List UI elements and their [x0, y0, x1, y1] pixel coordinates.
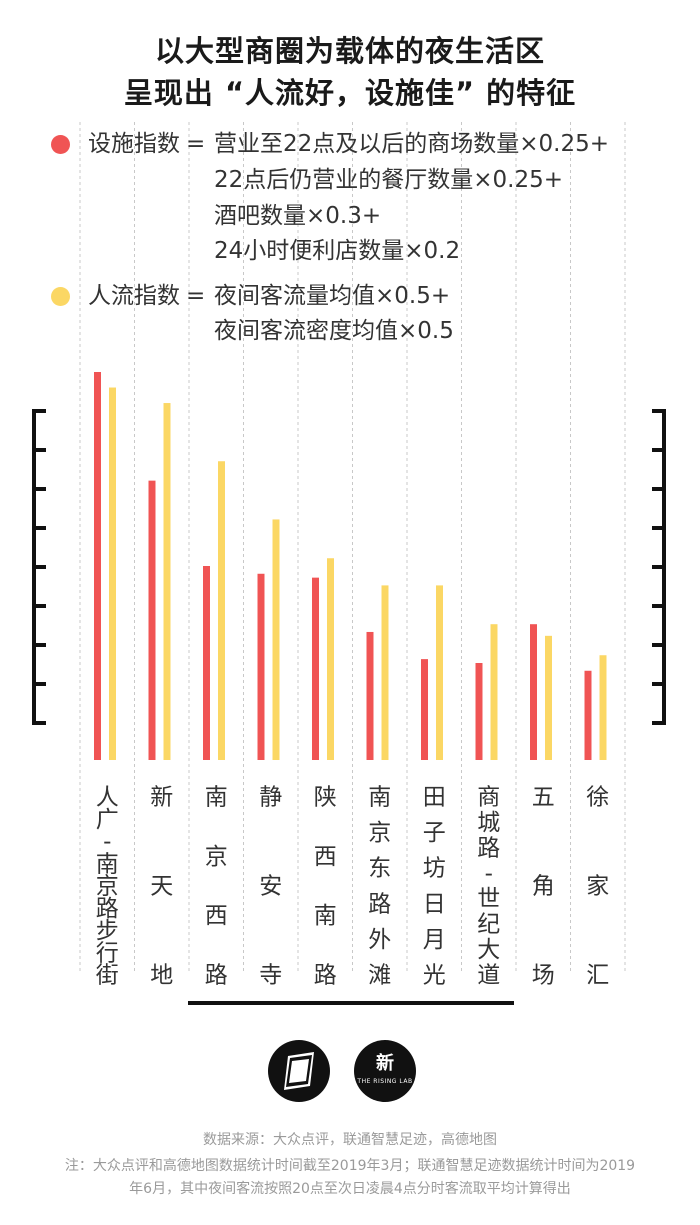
footnote-line1: 注：大众点评和高德地图数据统计时间截至2019年3月；联通智慧足迹数据统计时间为…	[64, 1158, 636, 1174]
category-label-char: 京	[96, 874, 119, 900]
category-label-char: 路	[368, 891, 391, 917]
category-label-char: 南	[368, 785, 391, 811]
category-label-char: 角	[532, 874, 555, 900]
category-label-char: 大	[477, 937, 500, 963]
legend-traffic-label: 人流指数	[88, 283, 180, 309]
category-label-char: 路	[96, 896, 119, 922]
bar-facility-8	[475, 663, 483, 760]
category-label-char: -	[103, 829, 111, 855]
data-source-note: 数据来源：大众点评，联通智慧足迹，高德地图	[203, 1132, 497, 1148]
bar-traffic-10	[599, 655, 607, 760]
bar-facility-9	[530, 624, 537, 760]
legend-facility-formula-3: 酒吧数量×0.3+	[214, 203, 382, 229]
category-label-char: 光	[423, 963, 446, 989]
category-label-char: 家	[586, 874, 609, 900]
footnote-line2: 年6月，其中夜间客流按照20点至次日凌晨4点分时客流取平均计算得出	[129, 1181, 571, 1197]
category-label-char: 京	[205, 844, 228, 870]
parallelogram-logo-icon	[284, 1052, 314, 1090]
legend-facility-formula-1: 营业至22点及以后的商场数量×0.25+	[214, 131, 610, 157]
category-label-char: 广	[96, 807, 119, 833]
brand-logo-left	[268, 1040, 330, 1102]
legend-facility-dot	[51, 135, 70, 154]
bar-traffic-4	[272, 519, 280, 760]
bar-facility-3	[203, 566, 210, 760]
chart-title-line2: 呈现出 “人流好，设施佳” 的特征	[123, 76, 577, 110]
bar-facility-1	[94, 372, 101, 760]
brand-logo-right-subtitle: THE RISING LAB	[357, 1078, 413, 1085]
category-label-char: 静	[259, 785, 282, 811]
legend-traffic-formula-1: 夜间客流量均值×0.5+	[214, 283, 451, 309]
bar-facility-2	[148, 480, 156, 760]
category-label-char: 坊	[423, 856, 446, 882]
category-label-char: 街	[96, 963, 119, 989]
brand-logo-right: 新 THE RISING LAB	[354, 1040, 416, 1102]
category-label-char: 东	[368, 856, 391, 882]
legend-facility-equals: =	[186, 131, 206, 157]
legend-facility-formula-2: 22点后仍营业的餐厅数量×0.25+	[214, 167, 564, 193]
category-label-char: 场	[532, 963, 555, 989]
category-label-char: 纪	[477, 912, 500, 938]
category-label-char: 天	[150, 874, 173, 900]
bar-facility-6	[366, 631, 374, 760]
category-label-char: 西	[314, 844, 337, 870]
category-label-char: 南	[205, 785, 228, 811]
legend-facility-label: 设施指数	[88, 131, 180, 157]
category-label-char: 徐	[586, 785, 609, 811]
category-label-char: 步	[96, 918, 119, 944]
category-label-char: 月	[423, 927, 446, 953]
category-label-char: 城	[477, 810, 500, 836]
category-label-char: 路	[477, 835, 500, 861]
category-label-char: 路	[314, 963, 337, 989]
bar-facility-7	[421, 659, 428, 760]
category-label-char: 安	[259, 874, 282, 900]
category-label-char: 人	[96, 785, 119, 811]
bar-facility-10	[584, 670, 592, 760]
legend-traffic-equals: =	[186, 283, 206, 309]
bar-traffic-5	[327, 558, 334, 760]
legend-facility-formula-4: 24小时便利店数量×0.2	[214, 238, 461, 264]
category-label-char: -	[485, 861, 493, 887]
category-label-char: 路	[205, 963, 228, 989]
bar-traffic-2	[163, 403, 171, 760]
category-label-char: 新	[150, 785, 173, 811]
category-label-char: 日	[423, 891, 446, 917]
bar-traffic-1	[109, 387, 116, 760]
category-label-char: 滩	[368, 963, 391, 989]
bar-traffic-3	[218, 461, 225, 760]
category-label-char: 行	[96, 940, 119, 966]
bar-traffic-7	[436, 585, 443, 760]
category-label-char: 外	[368, 927, 391, 953]
category-label-char: 陕	[314, 785, 337, 811]
brand-logo-right-text: 新	[376, 1053, 394, 1074]
bar-traffic-8	[490, 624, 498, 760]
category-label-char: 道	[477, 963, 500, 989]
category-label-char: 世	[477, 886, 500, 912]
legend-traffic-formula-2: 夜间客流密度均值×0.5	[214, 318, 454, 344]
category-label-char: 南	[314, 903, 337, 929]
category-label-char: 西	[205, 903, 228, 929]
category-label-char: 商	[477, 785, 500, 811]
bar-facility-5	[312, 577, 319, 760]
category-label-char: 寺	[259, 963, 282, 989]
category-label-char: 汇	[586, 963, 609, 989]
category-label-char: 子	[423, 820, 446, 846]
bar-traffic-6	[381, 585, 389, 760]
legend-traffic-dot	[51, 287, 70, 306]
category-label-char: 五	[532, 785, 555, 811]
category-label-char: 南	[96, 851, 119, 877]
bar-traffic-9	[545, 635, 552, 760]
chart-title-line1: 以大型商圈为载体的夜生活区	[154, 34, 545, 68]
bar-facility-4	[257, 573, 265, 760]
category-label-char: 京	[368, 820, 391, 846]
category-label-char: 地	[150, 963, 173, 989]
category-label-char: 田	[423, 785, 446, 811]
